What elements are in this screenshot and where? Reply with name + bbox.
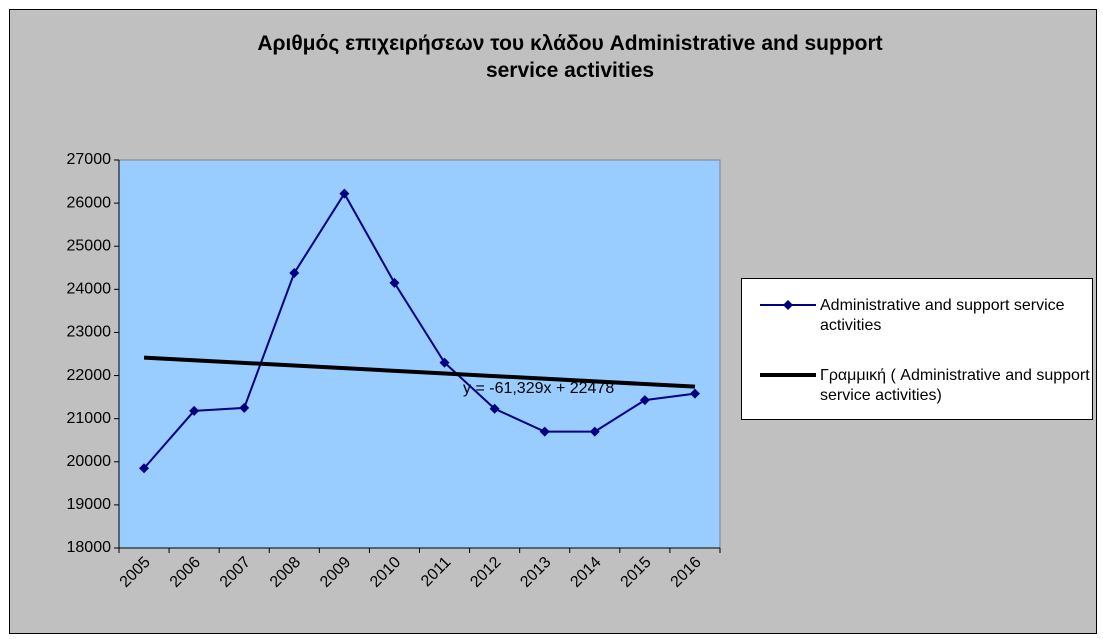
y-tick-label: 19000	[67, 496, 112, 513]
marker	[189, 405, 200, 416]
marker	[539, 426, 550, 437]
marker	[589, 426, 600, 437]
marker	[139, 463, 150, 474]
y-tick-label: 23000	[67, 324, 112, 341]
series-line	[143, 191, 696, 469]
chart-title: Αριθμός επιχειρήσεων του κλάδου Administ…	[257, 32, 883, 82]
marker	[389, 277, 400, 288]
y-tick-label: 27000	[67, 151, 112, 168]
trendline	[143, 355, 696, 389]
legend-key	[760, 373, 816, 377]
y-tick-label: 25000	[67, 237, 112, 254]
marker	[639, 395, 650, 406]
y-tick-label: 22000	[67, 367, 112, 384]
trendline-equation: y = -61,329x + 22478	[463, 380, 614, 397]
plot-area	[118, 159, 721, 549]
legend-key	[760, 300, 816, 310]
marker	[689, 388, 700, 399]
marker	[439, 357, 450, 368]
legend-label: Administrative and support service activ…	[820, 297, 1065, 334]
legend-label: Γραμμική ( Administrative and support se…	[820, 367, 1090, 404]
legend: Administrative and support service activ…	[741, 278, 1093, 420]
y-tick-label: 20000	[67, 453, 112, 470]
y-tick-label: 21000	[67, 410, 112, 427]
marker	[289, 267, 300, 278]
marker	[239, 402, 250, 413]
y-tick-label: 18000	[67, 539, 112, 556]
marker	[489, 403, 500, 414]
y-tick-label: 26000	[67, 194, 112, 211]
y-tick-label: 24000	[67, 281, 112, 298]
marker	[339, 188, 350, 199]
legend-marker	[783, 300, 793, 310]
